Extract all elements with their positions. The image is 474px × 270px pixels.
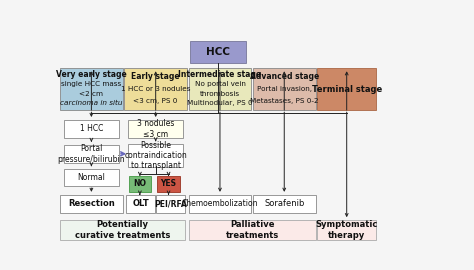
Text: Terminal stage: Terminal stage bbox=[311, 85, 382, 93]
Text: Normal: Normal bbox=[77, 173, 105, 182]
FancyBboxPatch shape bbox=[128, 144, 183, 167]
Text: Portal invasion,: Portal invasion, bbox=[257, 86, 312, 92]
Text: Advanced stage: Advanced stage bbox=[250, 72, 319, 81]
Text: <2 cm: <2 cm bbox=[79, 91, 103, 97]
FancyBboxPatch shape bbox=[64, 120, 119, 138]
FancyBboxPatch shape bbox=[157, 176, 180, 192]
FancyBboxPatch shape bbox=[189, 68, 251, 110]
Text: Very early stage: Very early stage bbox=[56, 70, 127, 79]
Text: OLT: OLT bbox=[132, 199, 149, 208]
Text: Possible
contraindication
to transplant: Possible contraindication to transplant bbox=[124, 141, 187, 170]
Text: Portal
pressure/bilirubin: Portal pressure/bilirubin bbox=[57, 144, 125, 164]
FancyBboxPatch shape bbox=[253, 195, 316, 213]
FancyBboxPatch shape bbox=[60, 220, 185, 240]
Text: NO: NO bbox=[133, 180, 146, 188]
Text: Metastases, PS 0-2: Metastases, PS 0-2 bbox=[250, 98, 319, 104]
FancyBboxPatch shape bbox=[189, 220, 316, 240]
Text: Sorafenib: Sorafenib bbox=[264, 199, 304, 208]
Text: Multinodular, PS 0: Multinodular, PS 0 bbox=[187, 100, 253, 106]
Text: single HCC mass: single HCC mass bbox=[61, 81, 121, 87]
FancyBboxPatch shape bbox=[317, 68, 376, 110]
FancyBboxPatch shape bbox=[191, 41, 246, 63]
FancyBboxPatch shape bbox=[156, 195, 185, 213]
Text: thrombosis: thrombosis bbox=[200, 91, 240, 97]
FancyBboxPatch shape bbox=[64, 145, 119, 163]
FancyBboxPatch shape bbox=[317, 220, 376, 240]
Text: Chemoembolization: Chemoembolization bbox=[182, 199, 258, 208]
FancyBboxPatch shape bbox=[128, 176, 151, 192]
FancyBboxPatch shape bbox=[60, 68, 123, 110]
Text: 1 HCC: 1 HCC bbox=[80, 124, 103, 133]
Text: Intermediate stage: Intermediate stage bbox=[178, 70, 262, 79]
FancyBboxPatch shape bbox=[126, 195, 155, 213]
FancyBboxPatch shape bbox=[253, 68, 316, 110]
FancyBboxPatch shape bbox=[64, 169, 119, 186]
Text: 1 HCC or 3 nodules: 1 HCC or 3 nodules bbox=[121, 86, 191, 92]
Text: <3 cm, PS 0: <3 cm, PS 0 bbox=[134, 98, 178, 104]
Text: YES: YES bbox=[161, 180, 176, 188]
Text: carcinoma in situ: carcinoma in situ bbox=[60, 100, 123, 106]
FancyBboxPatch shape bbox=[189, 195, 251, 213]
Text: No portal vein: No portal vein bbox=[194, 81, 246, 87]
FancyBboxPatch shape bbox=[124, 68, 187, 110]
FancyBboxPatch shape bbox=[60, 195, 123, 213]
Text: Early stage: Early stage bbox=[131, 72, 180, 81]
Text: Resection: Resection bbox=[68, 199, 115, 208]
FancyBboxPatch shape bbox=[128, 120, 183, 138]
Text: HCC: HCC bbox=[206, 47, 230, 57]
Text: Symptomatic
therapy: Symptomatic therapy bbox=[316, 220, 378, 239]
Text: Potentially
curative treatments: Potentially curative treatments bbox=[75, 220, 170, 239]
Text: PEI/RFA: PEI/RFA bbox=[155, 199, 187, 208]
Text: Palliative
treatments: Palliative treatments bbox=[226, 220, 279, 239]
Text: 3 nodules
≤3 cm: 3 nodules ≤3 cm bbox=[137, 119, 174, 139]
